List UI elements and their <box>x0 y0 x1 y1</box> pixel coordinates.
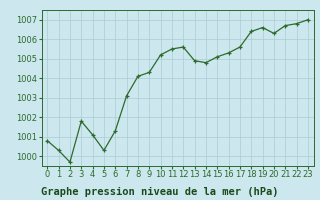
Text: Graphe pression niveau de la mer (hPa): Graphe pression niveau de la mer (hPa) <box>41 187 279 197</box>
